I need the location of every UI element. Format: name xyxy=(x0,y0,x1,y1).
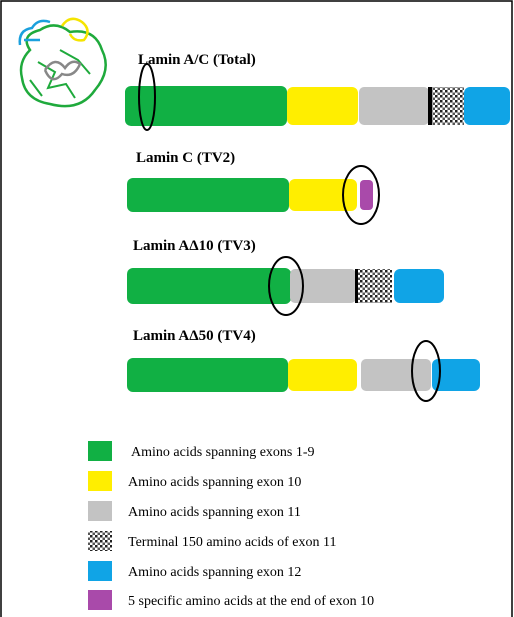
isoform-title: Lamin A/C (Total) xyxy=(138,52,256,68)
isoform-title: Lamin AΔ10 (TV3) xyxy=(133,238,256,254)
legend-label: Terminal 150 amino acids of exon 11 xyxy=(128,535,336,550)
isoform-title: Lamin C (TV2) xyxy=(136,150,235,166)
isoform-title: Lamin AΔ50 (TV4) xyxy=(133,328,256,344)
legend-label: Amino acids spanning exon 11 xyxy=(128,505,301,520)
isoform-3: Lamin AΔ10 (TV3) xyxy=(127,238,444,315)
legend: Amino acids spanning exons 1-9 Amino aci… xyxy=(88,441,374,610)
legend-label: Amino acids spanning exon 12 xyxy=(128,565,301,580)
legend-label: Amino acids spanning exon 10 xyxy=(128,475,301,490)
isoform-1: Lamin A/C (Total) xyxy=(125,52,510,130)
legend-label: Amino acids spanning exons 1-9 xyxy=(131,445,315,460)
nucleus-icon xyxy=(20,19,106,106)
isoform-4: Lamin AΔ50 (TV4) xyxy=(127,328,480,401)
isoform-2: Lamin C (TV2) xyxy=(127,150,379,224)
legend-label: 5 specific amino acids at the end of exo… xyxy=(128,594,374,609)
figure: Lamin A/C (Total) Lamin C (TV2) Lamin AΔ… xyxy=(0,0,514,617)
